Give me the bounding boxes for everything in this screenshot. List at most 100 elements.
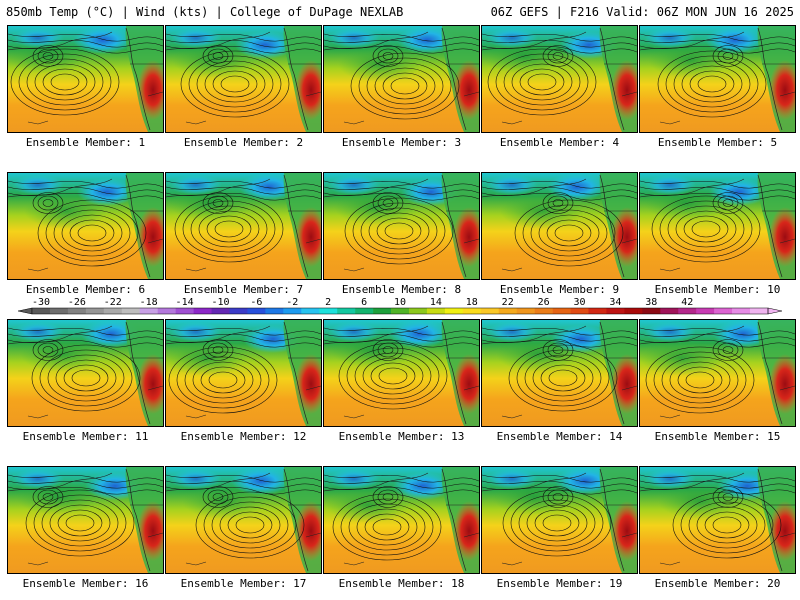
temperature-map — [640, 26, 795, 132]
colorbar-low-arrow — [17, 307, 33, 315]
ensemble-map-panel — [639, 319, 796, 427]
temperature-map — [8, 26, 163, 132]
temperature-map — [324, 26, 479, 132]
colorbar-swatch — [642, 308, 661, 314]
ensemble-map-panel — [481, 25, 638, 133]
temperature-colorbar: -30 -26 -22 -18 -14 -10 -6 -2 2 6 10 14 18 22 26 30 34 38… — [17, 297, 783, 315]
temperature-map — [166, 173, 321, 279]
valid-time-title: 06Z GEFS | F216 Valid: 06Z MON JUN 16 20… — [490, 5, 794, 19]
colorbar-tick-label: -26 — [68, 297, 86, 308]
temperature-map — [482, 26, 637, 132]
temperature-map — [482, 467, 637, 573]
temperature-map — [482, 320, 637, 426]
colorbar-tick-label: 2 — [325, 297, 331, 308]
colorbar-swatch — [355, 308, 374, 314]
ensemble-member-label: Ensemble Member: 11 — [22, 430, 149, 443]
ensemble-member-label: Ensemble Member: 6 — [25, 283, 146, 296]
ensemble-map-panel — [7, 25, 164, 133]
ensemble-map-panel — [639, 466, 796, 574]
temperature-map — [640, 173, 795, 279]
ensemble-map-panel — [481, 172, 638, 280]
colorbar-swatch — [247, 308, 266, 314]
ensemble-member-label: Ensemble Member: 10 — [654, 283, 781, 296]
colorbar-swatch — [606, 308, 625, 314]
temperature-map — [640, 467, 795, 573]
colorbar-swatch — [480, 308, 500, 314]
colorbar-swatch — [265, 308, 284, 314]
colorbar-tick-label: -10 — [211, 297, 229, 308]
colorbar-tick-label: 42 — [681, 297, 693, 308]
ensemble-map-panel — [323, 25, 480, 133]
temperature-map — [324, 467, 479, 573]
colorbar-swatch — [426, 308, 446, 314]
colorbar-tick-label: 14 — [430, 297, 442, 308]
temperature-map — [8, 467, 163, 573]
colorbar-swatch — [732, 308, 751, 314]
header: 850mb Temp (°C) | Wind (kts) | College o… — [0, 0, 800, 24]
ensemble-member-label: Ensemble Member: 19 — [496, 577, 623, 590]
temperature-map — [640, 320, 795, 426]
colorbar-swatch — [49, 308, 69, 314]
ensemble-map-panel — [639, 25, 796, 133]
colorbar-swatch — [534, 308, 553, 314]
colorbar-tick-label: -22 — [104, 297, 122, 308]
colorbar-swatch — [408, 308, 428, 314]
ensemble-map-panel — [165, 25, 322, 133]
colorbar-tick-label: 38 — [645, 297, 657, 308]
temperature-map — [8, 173, 163, 279]
ensemble-map-panel — [165, 319, 322, 427]
ensemble-member-label: Ensemble Member: 8 — [341, 283, 462, 296]
colorbar-tick-label: -6 — [250, 297, 262, 308]
colorbar-swatch — [516, 308, 535, 314]
ensemble-member-label: Ensemble Member: 18 — [338, 577, 465, 590]
colorbar-swatch — [32, 308, 51, 314]
ensemble-member-label: Ensemble Member: 1 — [25, 136, 146, 149]
ensemble-member-label: Ensemble Member: 15 — [654, 430, 781, 443]
ensemble-map-panel — [165, 466, 322, 574]
colorbar-swatch — [283, 308, 302, 314]
ensemble-member-label: Ensemble Member: 16 — [22, 577, 149, 590]
colorbar-tick-label: 10 — [394, 297, 406, 308]
colorbar-swatch — [462, 308, 482, 314]
colorbar-swatch — [301, 308, 320, 314]
colorbar-swatch — [660, 308, 679, 314]
ensemble-map-panel — [323, 319, 480, 427]
colorbar-swatch — [678, 308, 697, 314]
colorbar-tick-label: 18 — [466, 297, 478, 308]
ensemble-member-label: Ensemble Member: 2 — [183, 136, 304, 149]
colorbar-swatch — [714, 308, 733, 314]
colorbar-swatch — [570, 308, 589, 314]
temperature-map — [166, 26, 321, 132]
ensemble-map-panel — [481, 319, 638, 427]
colorbar-swatch — [337, 308, 356, 314]
colorbar-swatch — [193, 308, 212, 314]
ensemble-member-label: Ensemble Member: 5 — [657, 136, 778, 149]
colorbar-tick-label: 22 — [502, 297, 514, 308]
ensemble-member-label: Ensemble Member: 7 — [183, 283, 304, 296]
colorbar-swatch — [139, 308, 158, 314]
colorbar-swatch — [696, 308, 715, 314]
temperature-map — [324, 320, 479, 426]
colorbar-swatch — [67, 308, 87, 314]
product-title: 850mb Temp (°C) | Wind (kts) | College o… — [6, 5, 404, 19]
ensemble-member-label: Ensemble Member: 20 — [654, 577, 781, 590]
colorbar-swatch — [121, 308, 141, 314]
colorbar-swatch — [211, 308, 230, 314]
temperature-map — [324, 173, 479, 279]
colorbar-swatch — [85, 308, 105, 314]
colorbar-swatch — [391, 308, 410, 314]
ensemble-member-label: Ensemble Member: 12 — [180, 430, 307, 443]
ensemble-member-label: Ensemble Member: 9 — [499, 283, 620, 296]
temperature-map — [166, 467, 321, 573]
colorbar-tick-label: 34 — [609, 297, 621, 308]
colorbar-swatch — [175, 308, 194, 314]
colorbar-swatch — [157, 308, 176, 314]
temperature-map — [8, 320, 163, 426]
colorbar-swatch — [229, 308, 248, 314]
colorbar-swatch — [588, 308, 607, 314]
colorbar-tick-label: -30 — [32, 297, 50, 308]
ensemble-map-panel — [323, 172, 480, 280]
colorbar-swatch — [624, 308, 643, 314]
temperature-map — [482, 173, 637, 279]
ensemble-map-panel — [639, 172, 796, 280]
